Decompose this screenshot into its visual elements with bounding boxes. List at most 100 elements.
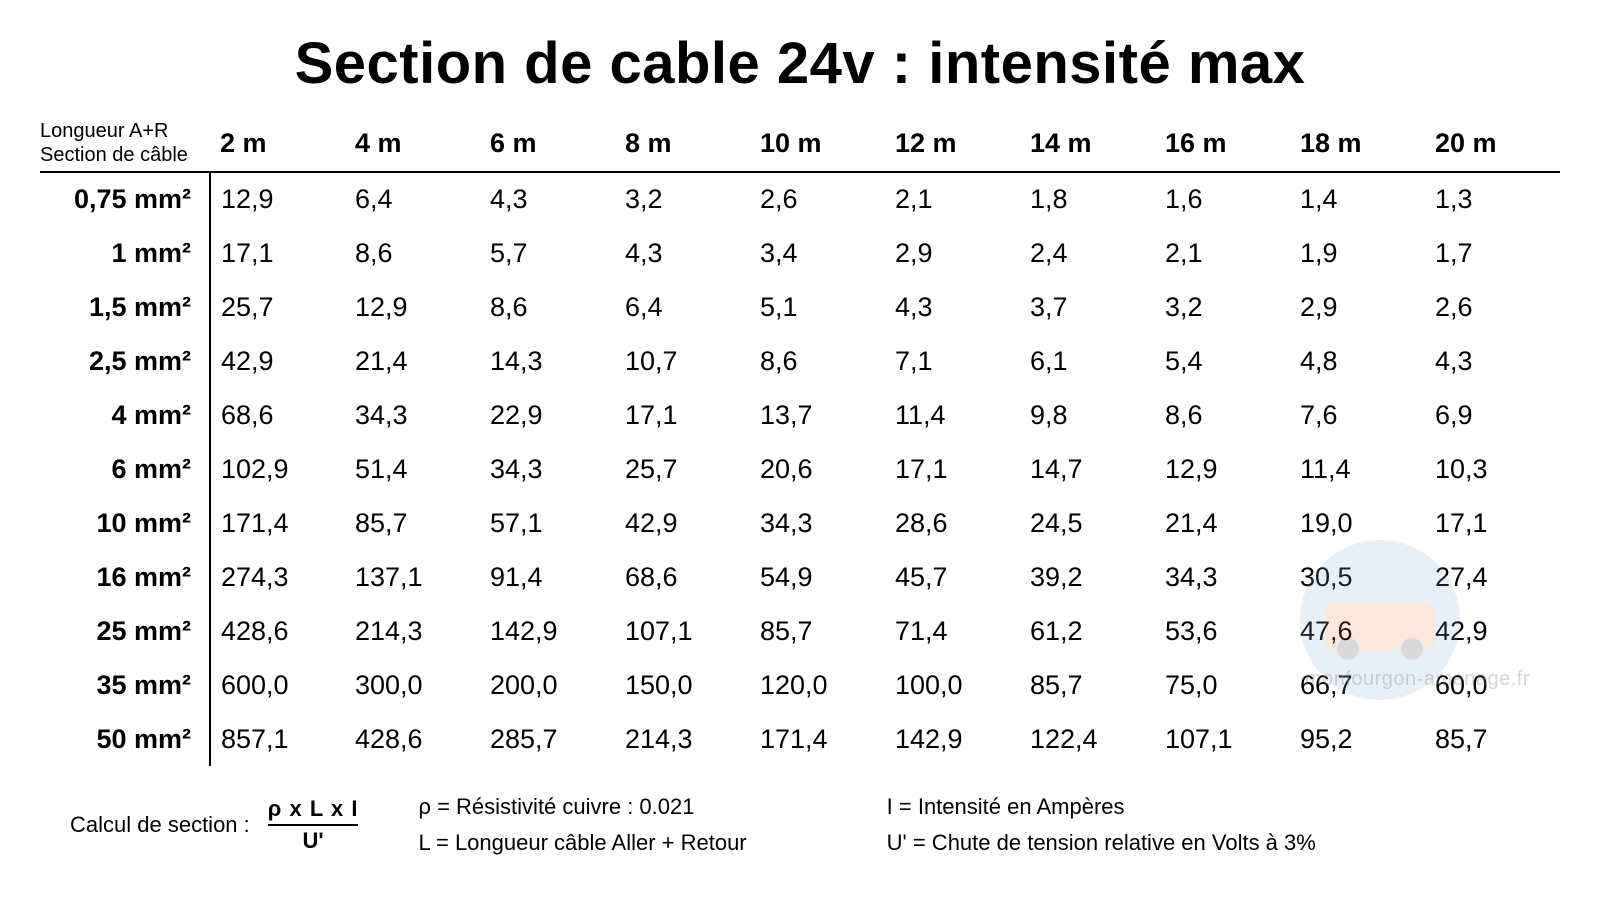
cell-value: 100,0 [885,658,1020,712]
cell-value: 4,3 [885,280,1020,334]
col-header: 16 m [1155,115,1290,172]
cell-value: 14,7 [1020,442,1155,496]
table-row: 25 mm²428,6214,3142,9107,185,771,461,253… [40,604,1560,658]
cell-value: 5,1 [750,280,885,334]
cell-value: 11,4 [885,388,1020,442]
cell-value: 171,4 [210,496,345,550]
legend-I: I = Intensité en Ampères [887,794,1316,820]
cell-value: 5,4 [1155,334,1290,388]
cell-value: 85,7 [345,496,480,550]
cell-value: 2,9 [885,226,1020,280]
cell-value: 42,9 [210,334,345,388]
cell-value: 6,4 [615,280,750,334]
cell-value: 34,3 [345,388,480,442]
cell-value: 8,6 [750,334,885,388]
cell-value: 25,7 [210,280,345,334]
row-label: 2,5 mm² [40,334,210,388]
cell-value: 17,1 [615,388,750,442]
cell-value: 4,3 [615,226,750,280]
cell-value: 150,0 [615,658,750,712]
legend-L: L = Longueur câble Aller + Retour [418,830,746,856]
table-row: 10 mm²171,485,757,142,934,328,624,521,41… [40,496,1560,550]
cell-value: 214,3 [615,712,750,766]
cell-value: 4,3 [1425,334,1560,388]
cell-value: 5,7 [480,226,615,280]
cell-value: 27,4 [1425,550,1560,604]
page-title: Section de cable 24v : intensité max [40,30,1560,97]
row-label: 50 mm² [40,712,210,766]
cell-value: 54,9 [750,550,885,604]
cell-value: 3,7 [1020,280,1155,334]
cell-value: 1,8 [1020,172,1155,226]
cell-value: 60,0 [1425,658,1560,712]
corner-top: Longueur A+R [40,119,204,143]
cell-value: 57,1 [480,496,615,550]
cell-value: 107,1 [615,604,750,658]
legend-rho: ρ = Résistivité cuivre : 0.021 [418,794,746,820]
cell-value: 107,1 [1155,712,1290,766]
cell-value: 4,8 [1290,334,1425,388]
cell-value: 42,9 [615,496,750,550]
cell-value: 137,1 [345,550,480,604]
row-label: 25 mm² [40,604,210,658]
cell-value: 2,1 [885,172,1020,226]
table-row: 35 mm²600,0300,0200,0150,0120,0100,085,7… [40,658,1560,712]
cell-value: 6,9 [1425,388,1560,442]
corner-header: Longueur A+R Section de câble [40,115,210,172]
cell-value: 19,0 [1290,496,1425,550]
table-row: 1 mm²17,18,65,74,33,42,92,42,11,91,7 [40,226,1560,280]
table-row: 1,5 mm²25,712,98,66,45,14,33,73,22,92,6 [40,280,1560,334]
cell-value: 91,4 [480,550,615,604]
cell-value: 4,3 [480,172,615,226]
cell-value: 122,4 [1020,712,1155,766]
cell-value: 1,6 [1155,172,1290,226]
row-label: 16 mm² [40,550,210,604]
col-header: 20 m [1425,115,1560,172]
col-header: 8 m [615,115,750,172]
cell-value: 13,7 [750,388,885,442]
cell-value: 2,9 [1290,280,1425,334]
col-header: 4 m [345,115,480,172]
table-row: 16 mm²274,3137,191,468,654,945,739,234,3… [40,550,1560,604]
col-header: 2 m [210,115,345,172]
cell-value: 8,6 [480,280,615,334]
cell-value: 2,4 [1020,226,1155,280]
cell-value: 2,1 [1155,226,1290,280]
table-row: 0,75 mm²12,96,44,33,22,62,11,81,61,41,3 [40,172,1560,226]
cell-value: 21,4 [1155,496,1290,550]
cell-value: 68,6 [615,550,750,604]
cell-value: 2,6 [1425,280,1560,334]
cell-value: 285,7 [480,712,615,766]
cell-value: 25,7 [615,442,750,496]
table-row: 6 mm²102,951,434,325,720,617,114,712,911… [40,442,1560,496]
cell-value: 17,1 [885,442,1020,496]
row-label: 4 mm² [40,388,210,442]
row-label: 0,75 mm² [40,172,210,226]
cell-value: 17,1 [210,226,345,280]
cell-value: 66,7 [1290,658,1425,712]
col-header: 12 m [885,115,1020,172]
table-header-row: Longueur A+R Section de câble 2 m 4 m 6 … [40,115,1560,172]
cell-value: 30,5 [1290,550,1425,604]
cable-table: Longueur A+R Section de câble 2 m 4 m 6 … [40,115,1560,766]
cell-value: 12,9 [1155,442,1290,496]
cell-value: 3,2 [1155,280,1290,334]
cell-value: 51,4 [345,442,480,496]
cell-value: 120,0 [750,658,885,712]
cell-value: 75,0 [1155,658,1290,712]
cell-value: 2,6 [750,172,885,226]
cell-value: 1,3 [1425,172,1560,226]
cell-value: 34,3 [1155,550,1290,604]
cell-value: 39,2 [1020,550,1155,604]
cell-value: 12,9 [210,172,345,226]
formula-label: Calcul de section : [70,812,250,838]
cell-value: 142,9 [480,604,615,658]
cell-value: 47,6 [1290,604,1425,658]
cell-value: 45,7 [885,550,1020,604]
cell-value: 85,7 [750,604,885,658]
col-header: 18 m [1290,115,1425,172]
cell-value: 10,3 [1425,442,1560,496]
cell-value: 61,2 [1020,604,1155,658]
formula-numer: ρ x L x I [268,796,359,822]
row-label: 35 mm² [40,658,210,712]
